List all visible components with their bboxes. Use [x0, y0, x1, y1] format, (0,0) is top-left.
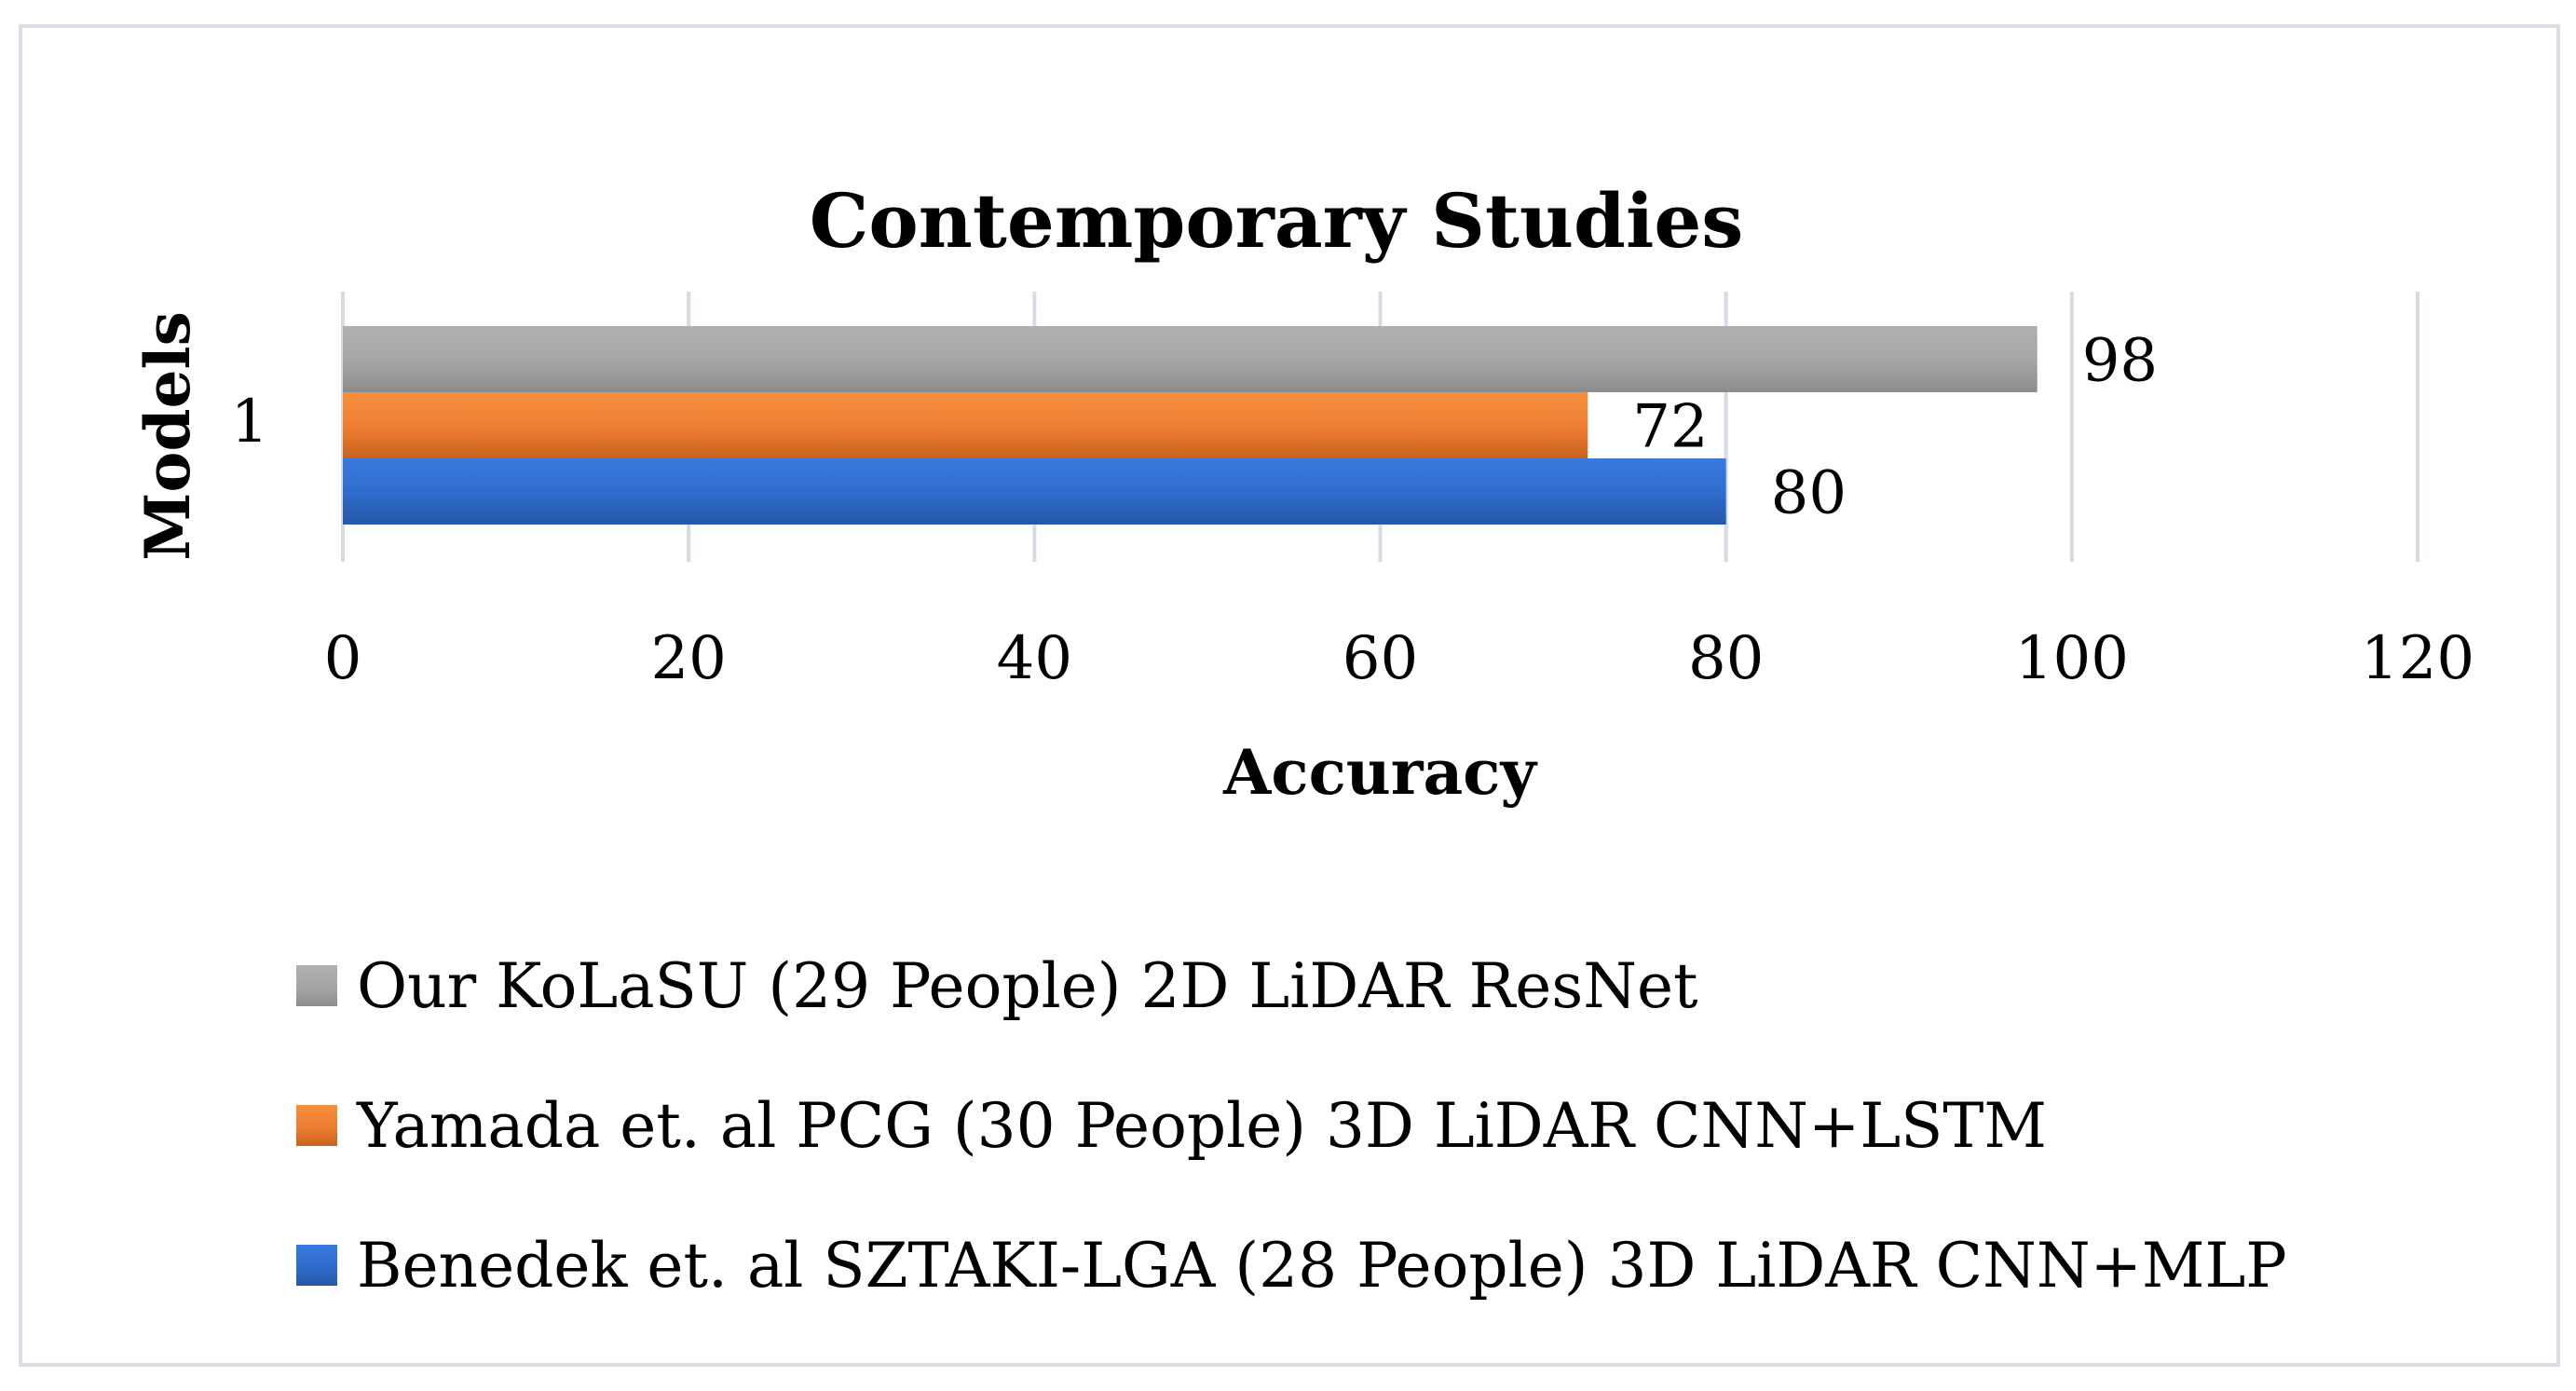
data-labels: 98 72 80 [1632, 327, 2158, 528]
x-tick-label-0: 0 [324, 624, 362, 693]
x-tick-label-20: 20 [650, 624, 726, 693]
bar-3 [343, 458, 1726, 525]
legend-label-3: Benedek et. al SZTAKI-LGA (28 People) 3D… [357, 1230, 2287, 1302]
bars [343, 326, 2038, 525]
data-label-2: 72 [1632, 393, 1708, 462]
x-tick-label-60: 60 [1343, 624, 1418, 693]
chart-title: Contemporary Studies [810, 177, 1744, 265]
x-tick-label-120: 120 [2361, 624, 2474, 693]
x-tick-label-40: 40 [997, 624, 1072, 693]
x-tick-label-100: 100 [2015, 624, 2129, 693]
chart-frame [19, 24, 2560, 1367]
legend-swatch-2 [296, 1105, 337, 1146]
x-axis-title: Accuracy [1222, 736, 1537, 809]
x-tick-label-80: 80 [1688, 624, 1764, 693]
data-label-3: 80 [1771, 459, 1847, 528]
legend-label-1: Our KoLaSU (29 People) 2D LiDAR ResNet [357, 950, 1698, 1022]
legend: Our KoLaSU (29 People) 2D LiDAR ResNet Ya… [296, 950, 2287, 1302]
bar-1 [343, 326, 2038, 392]
x-axis-tick-labels: 0 20 40 60 80 100 120 [324, 624, 2474, 693]
y-axis-title: Models [131, 311, 204, 560]
legend-swatch-1 [296, 965, 337, 1006]
legend-label-2: Yamada et. al PCG (30 People) 3D LiDAR C… [356, 1090, 2047, 1162]
y-axis-tick-label: 1 [231, 388, 269, 457]
data-label-1: 98 [2082, 327, 2158, 396]
legend-swatch-3 [296, 1245, 337, 1286]
bar-2 [343, 392, 1588, 458]
